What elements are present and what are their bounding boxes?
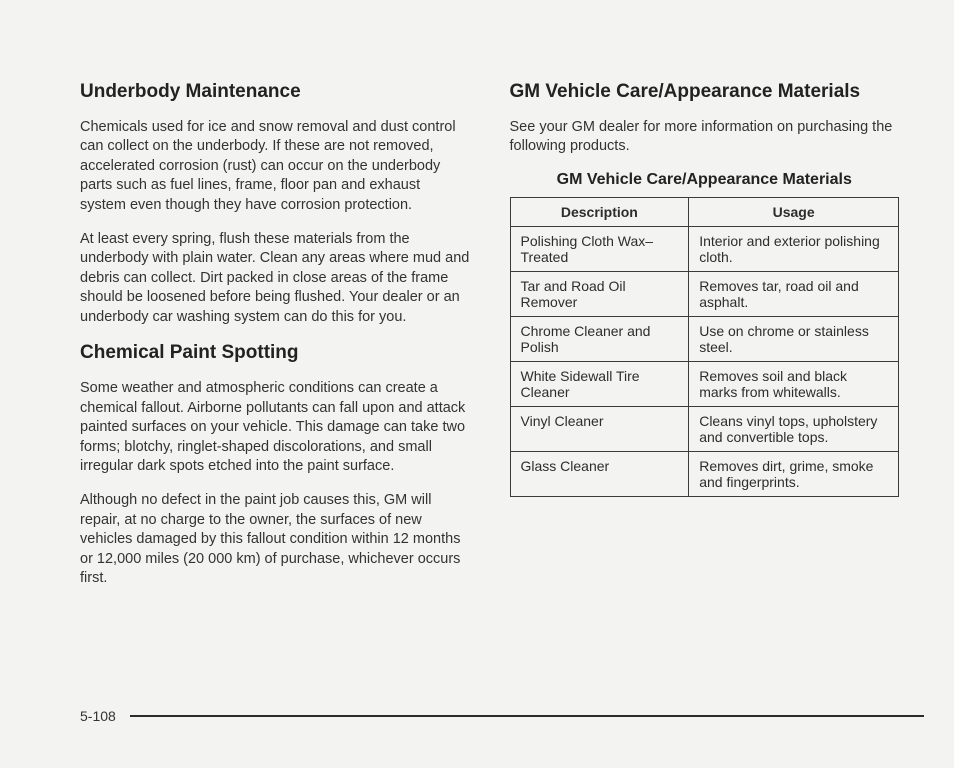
- paragraph: Chemicals used for ice and snow removal …: [80, 118, 470, 216]
- cell-description: Polishing Cloth Wax–Treated: [510, 226, 689, 271]
- cell-usage: Interior and exterior polishing cloth.: [689, 226, 899, 271]
- paragraph: Although no defect in the paint job caus…: [80, 491, 470, 589]
- heading-gm-vehicle-care: GM Vehicle Care/Appearance Materials: [510, 80, 900, 104]
- col-header-usage: Usage: [689, 197, 899, 226]
- cell-usage: Cleans vinyl tops, upholstery and conver…: [689, 406, 899, 451]
- cell-description: White Sidewall Tire Cleaner: [510, 361, 689, 406]
- paragraph: Some weather and atmospheric conditions …: [80, 379, 470, 477]
- heading-chemical-paint-spotting: Chemical Paint Spotting: [80, 341, 470, 365]
- table-title: GM Vehicle Care/Appearance Materials: [510, 171, 900, 189]
- heading-underbody-maintenance: Underbody Maintenance: [80, 80, 470, 104]
- paragraph: See your GM dealer for more information …: [510, 118, 900, 157]
- manual-page: Underbody Maintenance Chemicals used for…: [0, 0, 954, 768]
- page-number: 5-108: [80, 708, 130, 724]
- cell-description: Chrome Cleaner and Polish: [510, 316, 689, 361]
- page-footer: 5-108: [80, 708, 924, 724]
- materials-table: Description Usage Polishing Cloth Wax–Tr…: [510, 197, 900, 497]
- cell-usage: Removes dirt, grime, smoke and fingerpri…: [689, 451, 899, 496]
- table-row: Vinyl Cleaner Cleans vinyl tops, upholst…: [510, 406, 899, 451]
- cell-description: Tar and Road Oil Remover: [510, 271, 689, 316]
- footer-rule: [130, 715, 924, 717]
- table-row: Tar and Road Oil Remover Removes tar, ro…: [510, 271, 899, 316]
- two-column-layout: Underbody Maintenance Chemicals used for…: [80, 80, 899, 603]
- left-column: Underbody Maintenance Chemicals used for…: [80, 80, 470, 603]
- cell-description: Vinyl Cleaner: [510, 406, 689, 451]
- cell-usage: Removes tar, road oil and asphalt.: [689, 271, 899, 316]
- table-row: White Sidewall Tire Cleaner Removes soil…: [510, 361, 899, 406]
- table-row: Polishing Cloth Wax–Treated Interior and…: [510, 226, 899, 271]
- col-header-description: Description: [510, 197, 689, 226]
- table-row: Glass Cleaner Removes dirt, grime, smoke…: [510, 451, 899, 496]
- paragraph: At least every spring, flush these mater…: [80, 230, 470, 328]
- table-row: Chrome Cleaner and Polish Use on chrome …: [510, 316, 899, 361]
- right-column: GM Vehicle Care/Appearance Materials See…: [510, 80, 900, 603]
- cell-description: Glass Cleaner: [510, 451, 689, 496]
- table-header-row: Description Usage: [510, 197, 899, 226]
- cell-usage: Removes soil and black marks from whitew…: [689, 361, 899, 406]
- cell-usage: Use on chrome or stainless steel.: [689, 316, 899, 361]
